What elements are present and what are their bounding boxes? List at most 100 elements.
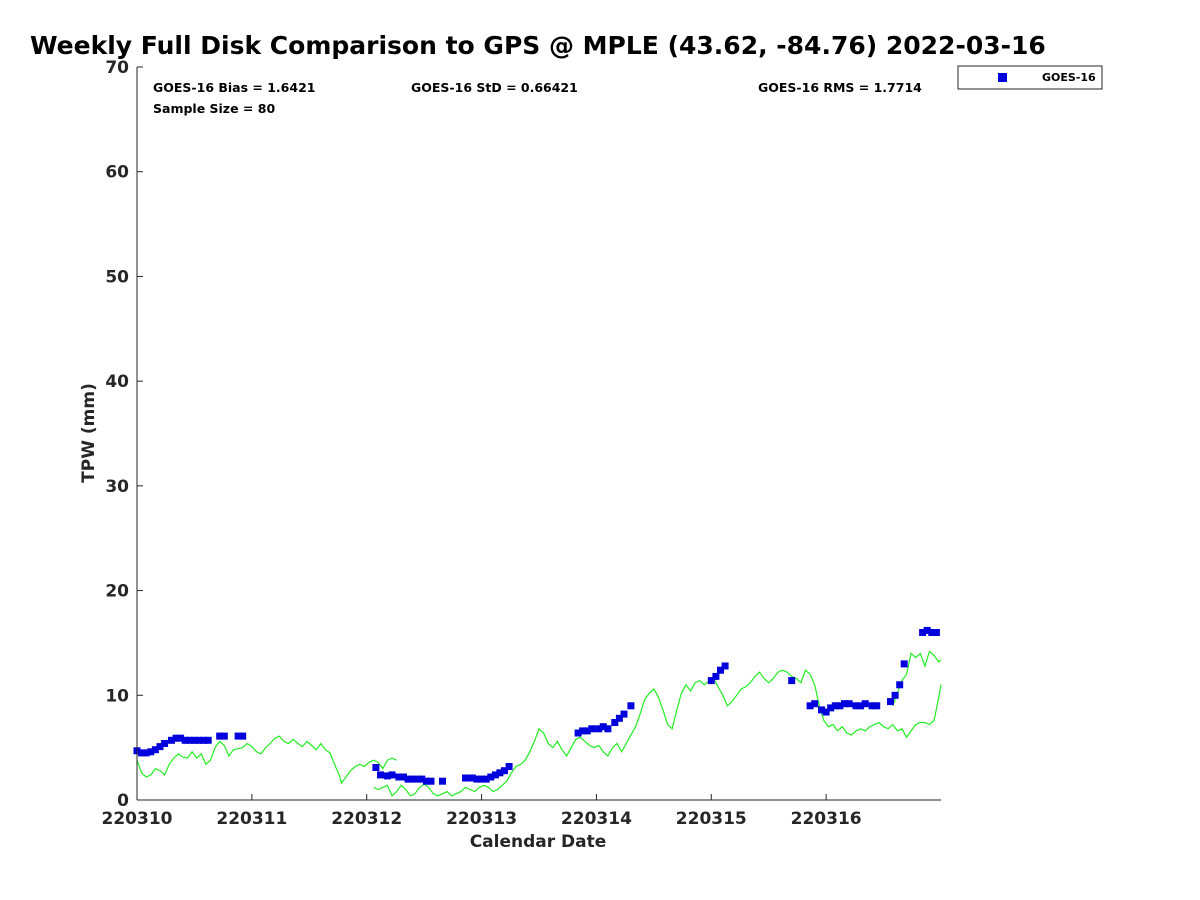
goes-16-point xyxy=(845,700,853,708)
legend-marker-square xyxy=(998,73,1007,82)
goes-16-point xyxy=(138,749,146,757)
goes-16-point xyxy=(717,666,724,674)
goes-16-point xyxy=(852,702,860,710)
y-tick-label: 50 xyxy=(105,267,129,287)
y-tick-label: 20 xyxy=(105,582,129,602)
x-tick-label: 220314 xyxy=(561,809,632,829)
x-tick-label: 220313 xyxy=(446,809,517,829)
x-axis-ticks: 220310 220311 220312 220313 220314 220315 2203… xyxy=(102,794,862,829)
goes-16-point xyxy=(172,734,180,742)
goes-16-point xyxy=(413,775,421,783)
x-axis-label: Calendar Date xyxy=(470,832,607,852)
chart-title: Weekly Full Disk Comparison to GPS @ MPL… xyxy=(30,31,1046,60)
bias-stat: GOES-16 Bias = 1.6421 xyxy=(153,80,315,95)
y-axis-label: TPW (mm) xyxy=(79,383,99,483)
goes-16-point xyxy=(482,775,490,783)
y-axis-ticks: 0 10 20 30 40 50 60 70 xyxy=(105,58,143,811)
goes-16-point xyxy=(928,629,936,636)
goes-16-point xyxy=(611,719,619,726)
goes-16-point xyxy=(377,771,384,779)
goes-16-point xyxy=(220,732,228,740)
goes-16-point xyxy=(721,662,729,670)
goes-16-point xyxy=(806,702,814,710)
goes-16-point xyxy=(195,736,203,744)
goes-16-point xyxy=(400,773,407,781)
goes-16-point xyxy=(818,706,825,714)
goes-16-point xyxy=(395,773,403,781)
goes-16-point xyxy=(896,681,904,689)
y-tick-label: 40 xyxy=(105,372,129,392)
goes-16-point xyxy=(200,736,208,744)
goes-16-point xyxy=(487,773,495,781)
goes-16-point xyxy=(831,702,839,710)
goes-16-point xyxy=(822,708,830,716)
goes-16-point xyxy=(887,698,894,706)
goes-16-point xyxy=(857,702,865,710)
goes-16-point xyxy=(418,775,426,783)
x-tick-label: 220311 xyxy=(216,809,287,829)
y-tick-label: 0 xyxy=(117,791,129,811)
goes-16-point xyxy=(462,774,469,782)
goes-16-point xyxy=(900,660,908,668)
goes-16-point xyxy=(501,767,508,775)
goes-16-point xyxy=(216,732,224,740)
goes-16-point xyxy=(372,764,380,771)
plot-area xyxy=(137,67,941,800)
y-tick-label: 60 xyxy=(105,163,129,183)
goes-16-point xyxy=(574,729,582,737)
goes-16-point xyxy=(181,736,189,744)
goes-16-point xyxy=(836,702,844,710)
goes-16-point xyxy=(468,774,476,782)
y-tick-label: 10 xyxy=(105,686,129,706)
goes-16-point xyxy=(788,677,796,685)
goes-16-point xyxy=(919,629,927,636)
x-tick-label: 220316 xyxy=(791,809,862,829)
goes-16-point xyxy=(615,714,623,722)
goes-16-point xyxy=(234,732,242,740)
goes-16-point xyxy=(861,700,869,708)
goes-16-point xyxy=(177,734,185,742)
sample-size-stat: Sample Size = 80 xyxy=(153,101,275,116)
goes-16-point xyxy=(604,725,612,733)
legend-entry-goes-16: GOES-16 xyxy=(1042,71,1096,84)
goes-16-point xyxy=(439,777,446,785)
goes-16-point xyxy=(147,748,155,756)
goes-16-point xyxy=(627,702,635,710)
gps-line-segment xyxy=(136,735,397,785)
rms-stat: GOES-16 RMS = 1.7714 xyxy=(758,80,922,95)
goes-16-point xyxy=(204,736,212,744)
goes-16-point xyxy=(156,743,164,751)
goes-16-point xyxy=(620,710,628,718)
goes-16-point xyxy=(239,732,247,740)
goes-16-point xyxy=(383,772,391,780)
std-stat: GOES-16 StD = 0.66421 xyxy=(411,80,578,95)
goes-16-point xyxy=(595,725,603,733)
legend: GOES-16 xyxy=(957,65,1103,90)
goes-16-point xyxy=(168,736,175,744)
goes-16-point xyxy=(827,704,835,712)
goes-16-point xyxy=(422,777,430,785)
goes-16-point xyxy=(505,763,513,770)
x-tick-label: 220315 xyxy=(676,809,747,829)
goes-16-point xyxy=(478,775,486,783)
goes-16-point xyxy=(923,626,931,634)
goes-16-point xyxy=(142,749,150,757)
goes-16-point xyxy=(151,746,159,754)
goes-16-point xyxy=(811,700,819,708)
goes-16-point xyxy=(496,769,504,777)
goes-16-point xyxy=(841,700,848,708)
goes-16-point xyxy=(161,740,169,747)
goes-16-series xyxy=(133,626,940,785)
goes-16-point xyxy=(427,777,435,785)
goes-16-point xyxy=(868,702,876,710)
goes-16-point xyxy=(583,727,591,735)
goes-16-point xyxy=(473,775,481,783)
y-tick-label: 30 xyxy=(105,477,129,497)
goes-16-point xyxy=(491,771,499,779)
goes-16-point xyxy=(409,775,417,783)
goes-16-point xyxy=(588,725,596,733)
gps-line-segment xyxy=(373,669,942,797)
goes-16-point xyxy=(599,723,607,731)
goes-16-point xyxy=(707,677,715,685)
x-tick-label: 220310 xyxy=(102,809,173,829)
